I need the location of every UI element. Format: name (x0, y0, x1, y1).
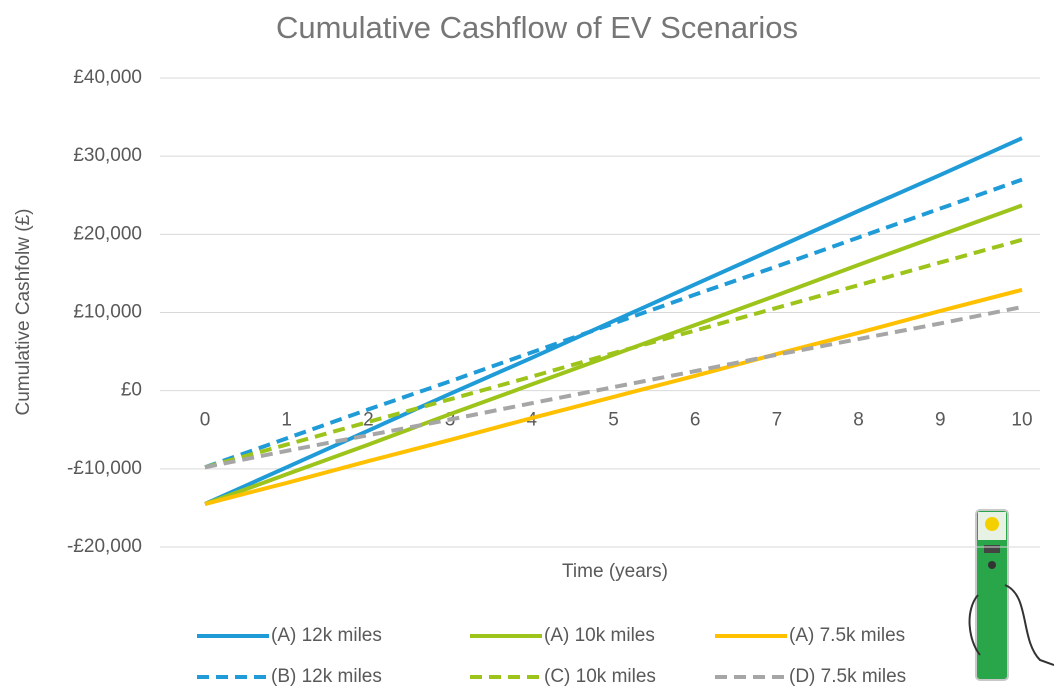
legend-label: (A) 12k miles (271, 625, 382, 646)
legend-label: (A) 7.5k miles (789, 625, 905, 646)
chart-title: Cumulative Cashflow of EV Scenarios (276, 10, 798, 45)
x-tick-label: 6 (690, 410, 701, 431)
series-line (204, 237, 1023, 470)
y-tick-label: £30,000 (73, 145, 142, 166)
x-tick-label: 9 (935, 410, 946, 431)
y-tick-label: £40,000 (73, 67, 142, 88)
x-axis-label: Time (years) (562, 561, 668, 582)
x-tick-label: 1 (281, 410, 292, 431)
y-tick-label: -£20,000 (67, 536, 142, 557)
y-tick-label: -£10,000 (67, 458, 142, 479)
x-tick-label: 4 (527, 410, 538, 431)
legend-label: (B) 12k miles (271, 666, 382, 687)
y-tick-label: £20,000 (73, 223, 142, 244)
legend-label: (C) 10k miles (544, 666, 656, 687)
series-line (204, 177, 1023, 470)
x-tick-label: 10 (1011, 410, 1032, 431)
series-line (204, 305, 1023, 470)
series-line (204, 287, 1023, 506)
x-tick-label: 8 (853, 410, 864, 431)
x-tick-label: 2 (363, 410, 374, 431)
y-tick-label: £10,000 (73, 302, 142, 323)
legend-label: (A) 10k miles (544, 625, 655, 646)
ev-charger-icon (968, 509, 1054, 681)
y-tick-label: £0 (121, 380, 142, 401)
x-tick-label: 5 (608, 410, 619, 431)
y-axis-label: Cumulative Cashfolw (£) (13, 209, 34, 416)
x-tick-label: 7 (772, 410, 783, 431)
legend-label: (D) 7.5k miles (789, 666, 906, 687)
x-tick-label: 0 (200, 410, 211, 431)
series-line (204, 136, 1023, 506)
